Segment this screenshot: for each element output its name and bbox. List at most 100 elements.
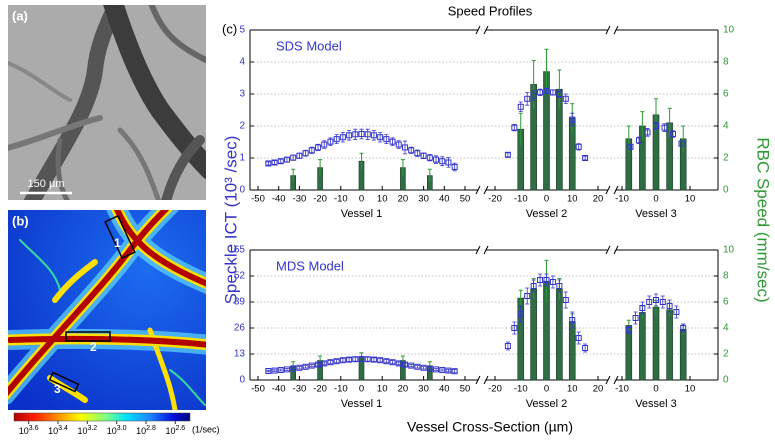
x-tick-label: 10 bbox=[377, 194, 388, 205]
x-tick-label: 10 bbox=[685, 384, 696, 395]
error-bar bbox=[322, 361, 327, 366]
error-bar bbox=[681, 125, 686, 152]
y-tick-label: 4 bbox=[239, 57, 245, 68]
error-bar bbox=[626, 125, 631, 152]
scale-bar-label: 150 µm bbox=[28, 178, 65, 190]
error-bar bbox=[328, 360, 333, 365]
error-bar bbox=[272, 369, 277, 372]
error-bar bbox=[563, 93, 568, 104]
error-bar bbox=[544, 48, 549, 94]
error-bar bbox=[674, 305, 679, 319]
error-bar bbox=[365, 128, 370, 140]
error-bar bbox=[550, 275, 555, 289]
annotation: MDS Model bbox=[276, 258, 344, 273]
point bbox=[537, 89, 544, 96]
x-tick-label: -20 bbox=[313, 194, 327, 205]
error-bar bbox=[297, 152, 302, 159]
point bbox=[389, 359, 396, 366]
error-bar bbox=[518, 101, 523, 112]
error-bar bbox=[384, 359, 389, 364]
error-bar bbox=[266, 369, 271, 373]
point bbox=[530, 283, 537, 289]
colorbar-base: 10 bbox=[136, 426, 146, 436]
error-bar bbox=[583, 155, 588, 161]
colorbar-label: 103.6 bbox=[19, 425, 39, 437]
point bbox=[549, 89, 556, 96]
point bbox=[666, 303, 673, 309]
error-bar bbox=[272, 160, 277, 165]
error-bar bbox=[557, 279, 562, 293]
point bbox=[377, 357, 384, 364]
x-tick-label: -10 bbox=[334, 194, 348, 205]
colorbar-base: 10 bbox=[77, 426, 87, 436]
x-tick-label: 0 bbox=[544, 194, 549, 205]
x-tick-label: 40 bbox=[439, 384, 450, 395]
error-bar bbox=[531, 279, 536, 293]
error-bar bbox=[654, 293, 658, 307]
error-bar bbox=[452, 369, 457, 374]
x-tick-label: 20 bbox=[398, 384, 409, 395]
axis-break bbox=[605, 185, 619, 195]
point bbox=[339, 357, 346, 364]
error-bar bbox=[647, 295, 652, 309]
point bbox=[575, 335, 582, 341]
point bbox=[632, 315, 639, 321]
point bbox=[271, 367, 278, 374]
point bbox=[504, 151, 511, 158]
point bbox=[383, 358, 390, 365]
error-bar bbox=[640, 111, 645, 141]
point bbox=[562, 95, 569, 102]
x-tick-label: 0 bbox=[653, 194, 658, 205]
error-bar bbox=[440, 368, 445, 372]
point bbox=[517, 311, 524, 317]
colorbar-exponent: 3.2 bbox=[87, 425, 97, 432]
colorbar-label: 103.2 bbox=[77, 425, 97, 437]
point bbox=[358, 356, 365, 362]
error-bar bbox=[347, 130, 352, 141]
vessel-marker: 2 bbox=[90, 340, 97, 354]
point bbox=[433, 156, 440, 163]
vessel-name: Vessel 1 bbox=[341, 208, 383, 220]
figure-title: Speed Profiles bbox=[448, 3, 533, 18]
point bbox=[582, 345, 589, 351]
colorbar-base: 10 bbox=[107, 426, 117, 436]
panel-label: (a) bbox=[12, 8, 28, 23]
axis-break bbox=[475, 185, 489, 195]
point bbox=[271, 159, 278, 166]
x-tick-label: 20 bbox=[593, 384, 604, 395]
point bbox=[439, 367, 446, 373]
error-bar bbox=[400, 159, 405, 176]
point bbox=[575, 143, 582, 150]
point bbox=[401, 361, 408, 368]
y-tick-label: 1 bbox=[239, 153, 245, 164]
y2-tick-label: 2 bbox=[723, 349, 729, 360]
error-bar bbox=[576, 331, 581, 345]
point bbox=[543, 277, 550, 283]
point bbox=[315, 361, 322, 368]
point bbox=[524, 293, 531, 299]
y2-tick-label: 8 bbox=[723, 57, 729, 68]
point bbox=[659, 299, 666, 305]
error-bar bbox=[633, 311, 638, 325]
x-tick-label: 0 bbox=[359, 384, 364, 395]
point bbox=[346, 132, 353, 139]
error-bar bbox=[378, 132, 383, 143]
point bbox=[277, 367, 284, 373]
error-bar bbox=[291, 367, 296, 370]
point bbox=[352, 356, 359, 363]
error-bar bbox=[278, 158, 283, 164]
y-tick-label: 3 bbox=[239, 89, 245, 100]
y2-tick-label: 4 bbox=[723, 121, 729, 132]
error-bar bbox=[390, 360, 395, 365]
point bbox=[680, 325, 687, 331]
point bbox=[439, 158, 446, 165]
point bbox=[283, 366, 290, 373]
error-bar bbox=[266, 161, 271, 166]
error-bar bbox=[371, 130, 376, 141]
colorbar-label: 103.0 bbox=[107, 425, 127, 437]
error-bar bbox=[512, 321, 517, 335]
point bbox=[296, 152, 303, 159]
x-tick-label: -10 bbox=[615, 384, 629, 395]
error-bar bbox=[353, 128, 358, 140]
error-bar bbox=[316, 362, 321, 367]
